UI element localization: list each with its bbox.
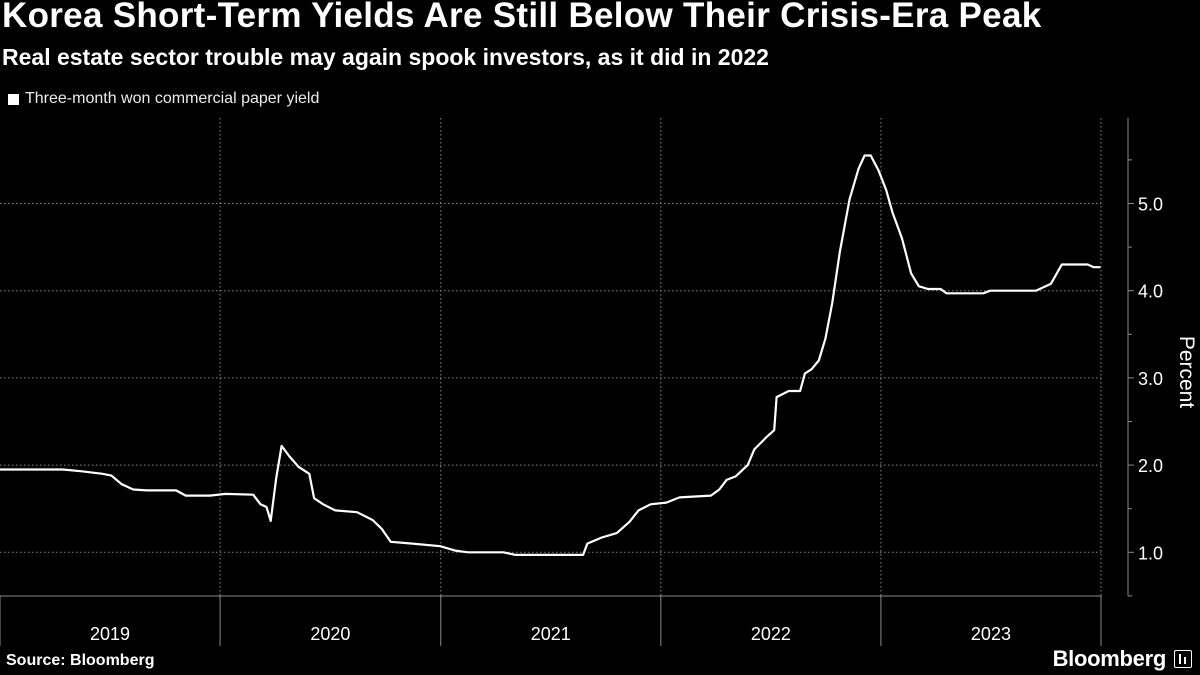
chart-subtitle: Real estate sector trouble may again spo… — [2, 44, 769, 70]
y-tick-label: 5.0 — [1138, 195, 1163, 215]
y-tick-label: 1.0 — [1138, 543, 1163, 563]
y-tick-label: 4.0 — [1138, 282, 1163, 302]
legend-swatch — [8, 93, 19, 105]
series-line — [0, 154, 1101, 556]
x-tick-label: 2021 — [531, 624, 571, 644]
terminal-icon — [1174, 650, 1192, 668]
y-tick-label: 3.0 — [1138, 369, 1163, 389]
x-tick-label: 2020 — [310, 624, 350, 644]
x-tick-label: 2019 — [90, 624, 130, 644]
source-note: Source: Bloomberg — [6, 652, 155, 669]
x-tick-label: 2022 — [751, 624, 791, 644]
brand-name: Bloomberg — [1052, 646, 1167, 671]
legend-label: Three-month won commercial paper yield — [25, 90, 320, 107]
chart-title: Korea Short-Term Yields Are Still Below … — [2, 0, 1042, 35]
x-tick-label: 2023 — [971, 624, 1011, 644]
legend: Three-month won commercial paper yield — [8, 90, 319, 108]
y-axis-label: Percent — [1175, 336, 1198, 409]
brand-logo: Bloomberg — [1053, 646, 1192, 672]
y-tick-label: 2.0 — [1138, 456, 1163, 476]
